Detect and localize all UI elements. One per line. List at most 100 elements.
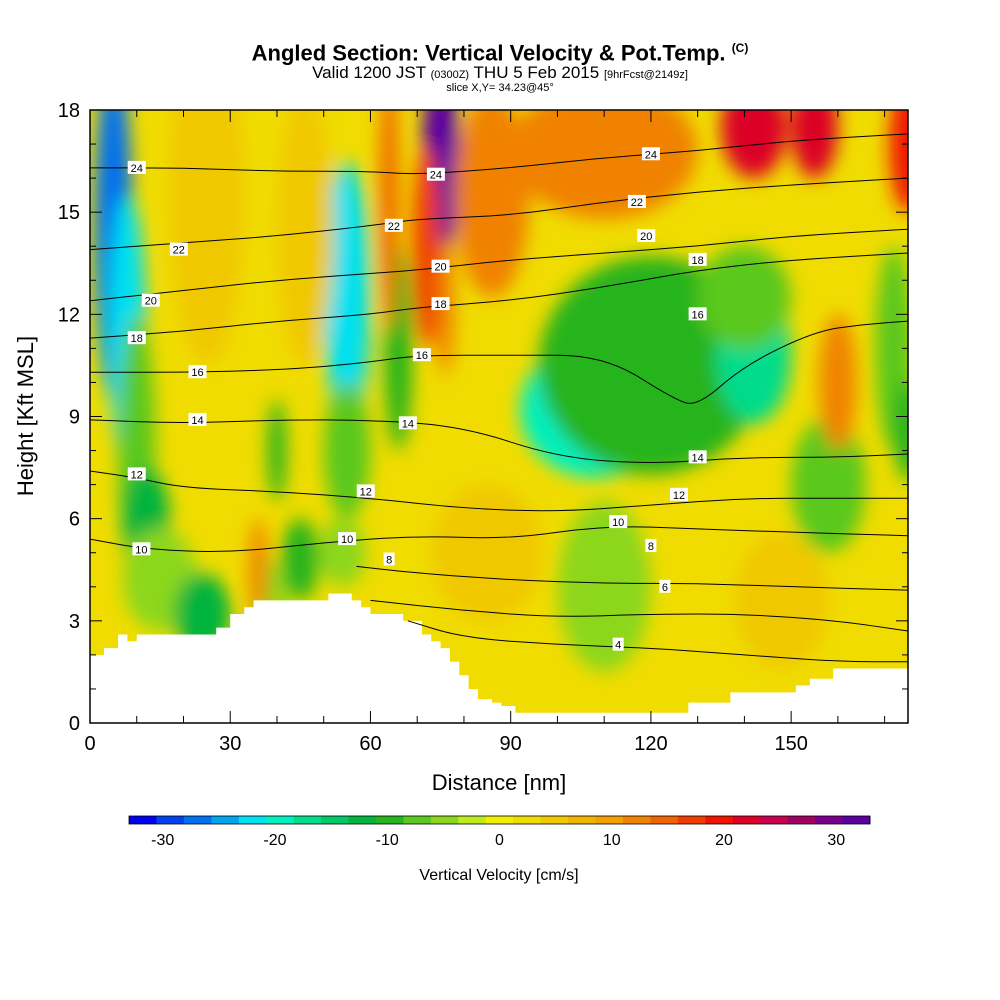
- colorbar-swatch: [732, 816, 761, 824]
- y-tick-label: 18: [58, 100, 80, 122]
- contour-label-text: 16: [416, 350, 428, 362]
- contour-label-text: 18: [692, 255, 704, 267]
- colorbar-border: [128, 815, 871, 825]
- y-tick-label: 0: [69, 713, 80, 735]
- colorbar-swatch: [623, 816, 651, 824]
- contour-label-text: 20: [145, 296, 157, 308]
- isentrope-line: [370, 599, 908, 632]
- chart-title: Angled Section: Vertical Velocity & Pot.…: [251, 40, 749, 66]
- contour-label-bg: [132, 542, 151, 556]
- contour-label-text: 22: [631, 197, 643, 209]
- colorbar-swatch: [183, 816, 212, 824]
- colorbar-swatch: [376, 816, 404, 824]
- contour-label: 22: [627, 194, 646, 209]
- contour-label: 14: [188, 412, 207, 427]
- colorbar-tick-label: 30: [827, 832, 845, 849]
- contour-label: 18: [431, 297, 450, 311]
- contour-label-bg: [645, 538, 657, 552]
- colorbar-swatch: [540, 816, 569, 824]
- slice-info: slice X,Y= 34.23@45°: [446, 82, 554, 95]
- contour-label: 10: [132, 542, 151, 556]
- velocity-cell: [889, 110, 908, 213]
- contour-label-bg: [431, 297, 450, 311]
- contour-label: 22: [384, 218, 403, 233]
- contour-label-text: 14: [402, 418, 414, 430]
- colorbar-swatch: [842, 816, 871, 824]
- colorbar-swatch: [321, 816, 350, 824]
- colorbar-swatch: [485, 816, 514, 824]
- isentrope-line: [90, 470, 908, 512]
- contour-label: 24: [641, 147, 660, 161]
- contour-label-bg: [127, 160, 146, 174]
- colorbar-swatch: [238, 816, 267, 824]
- velocity-cell: [893, 379, 908, 482]
- colorbar-swatch: [815, 816, 844, 824]
- velocity-cell: [281, 518, 320, 601]
- x-tick-label: 60: [359, 733, 381, 755]
- contour-label-bg: [356, 484, 375, 498]
- terrain-mask: [90, 593, 908, 723]
- title-block: Angled Section: Vertical Velocity & Pot.…: [0, 36, 1000, 94]
- contour-label-bg: [641, 147, 660, 161]
- contour-label: 10: [338, 532, 357, 546]
- chart-subtitle: Valid 1200 JST (0300Z) THU 5 Feb 2015 [9…: [312, 63, 688, 83]
- contour-label-text: 20: [640, 231, 652, 243]
- contour-label-text: 18: [131, 333, 143, 345]
- contour-label-text: 22: [388, 221, 400, 233]
- contour-label-bg: [431, 259, 450, 273]
- contour-label: 14: [398, 416, 417, 430]
- velocity-cell: [819, 314, 857, 451]
- y-tick-label: 9: [69, 407, 80, 429]
- contour-label-text: 12: [131, 469, 143, 481]
- colorbar-swatch: [595, 816, 624, 824]
- contour-label-text: 22: [173, 245, 185, 257]
- colorbar-swatch: [430, 816, 459, 824]
- colorbar-tick-label: -30: [151, 832, 174, 849]
- contour-label: 8: [383, 552, 395, 567]
- velocity-cell: [721, 110, 787, 179]
- colorbar-swatch: [677, 816, 706, 824]
- contour-label-text: 18: [434, 299, 446, 311]
- contour-label: 16: [412, 348, 431, 362]
- colorbar-swatch: [156, 816, 185, 824]
- colorbar-swatch: [403, 816, 432, 824]
- contour-label-bg: [688, 307, 707, 321]
- y-tick-label: 12: [58, 304, 80, 326]
- velocity-cell: [319, 518, 366, 587]
- contour-label-bg: [688, 252, 707, 266]
- contour-label: 12: [669, 487, 688, 502]
- velocity-cell: [169, 110, 245, 366]
- contour-label-bg: [188, 412, 207, 426]
- colorbar-swatch: [129, 816, 157, 824]
- contour-label-bg: [398, 416, 417, 430]
- contour-label-bg: [426, 167, 445, 181]
- colorbar-swatch: [211, 816, 240, 824]
- colorbar-tick-label: -10: [376, 832, 399, 849]
- contour-label-text: 8: [386, 555, 392, 567]
- contour-label-text: 10: [341, 534, 353, 546]
- contour-label-text: 24: [131, 163, 143, 175]
- contour-label-text: 12: [360, 486, 372, 498]
- contour-label: 16: [688, 307, 707, 321]
- terrain-polygon: [90, 593, 908, 723]
- y-tick-label: 15: [58, 202, 80, 224]
- contour-label-bg: [637, 229, 656, 243]
- contour-label-bg: [141, 293, 160, 307]
- contour-label-bg: [188, 365, 207, 379]
- colorbar-swatch: [293, 816, 322, 824]
- contour-label: 20: [431, 259, 450, 274]
- forecast-info: [9hrFcst@2149z]: [603, 69, 688, 82]
- contour-label-bg: [384, 218, 403, 232]
- contour-label: 20: [141, 293, 160, 308]
- contour-label: 18: [688, 252, 707, 267]
- contour-label-text: 6: [662, 582, 668, 594]
- velocity-cell: [791, 416, 866, 553]
- contour-label-bg: [659, 579, 671, 593]
- contour-label: 8: [645, 538, 657, 553]
- isentrope-line: [90, 177, 908, 251]
- contour-label: 20: [637, 229, 656, 243]
- velocity-cell: [276, 110, 334, 366]
- y-tick-label: 3: [69, 611, 80, 633]
- contour-label-text: 12: [673, 490, 685, 502]
- contour-labels: 24 22 20 18 16 14 12 10 12 10 8 14 16 18 20 22 24 24 22 20 1…: [127, 147, 707, 652]
